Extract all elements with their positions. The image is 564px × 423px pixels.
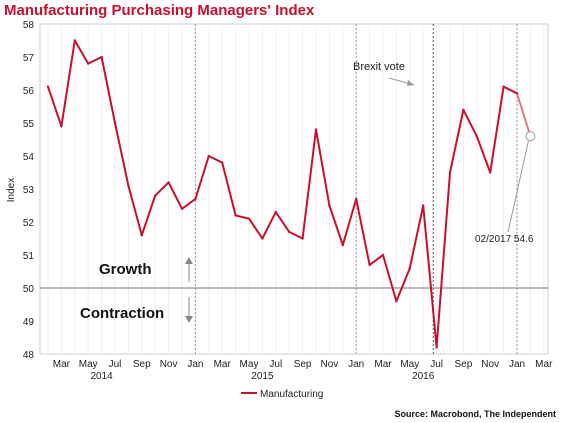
x-tick-label: Jan bbox=[509, 359, 525, 370]
last-point-pointer bbox=[507, 141, 529, 233]
data-point bbox=[261, 237, 264, 240]
data-point bbox=[408, 267, 411, 270]
data-point bbox=[475, 135, 478, 138]
x-tick-label: Jul bbox=[430, 359, 443, 370]
x-axis: Mar May Jul Sep Nov Jan Mar May Jul Sep Nov Jan Mar M… bbox=[53, 359, 553, 382]
y-tick-label: 52 bbox=[23, 218, 35, 229]
data-point bbox=[100, 55, 103, 59]
series-line-manufacturing bbox=[47, 39, 518, 349]
x-year-label: 2016 bbox=[412, 371, 435, 382]
x-tick-label: Mar bbox=[535, 359, 553, 370]
data-point bbox=[221, 161, 224, 164]
brexit-annotation: Brexit vote bbox=[353, 61, 405, 73]
x-tick-label: Nov bbox=[321, 359, 339, 370]
data-point bbox=[113, 121, 117, 125]
y-tick-label: 56 bbox=[23, 86, 35, 97]
data-point bbox=[448, 171, 452, 174]
x-tick-label: Sep bbox=[294, 359, 312, 370]
legend: Manufacturing bbox=[241, 389, 323, 400]
x-tick-label: May bbox=[79, 359, 98, 370]
data-point bbox=[234, 214, 237, 217]
x-tick-label: Sep bbox=[455, 359, 473, 370]
last-point-label: 02/2017 54.6 bbox=[475, 234, 534, 245]
growth-arrow-head bbox=[185, 257, 193, 264]
x-tick-label: May bbox=[400, 359, 419, 370]
growth-annotation: Growth bbox=[99, 261, 152, 278]
data-point bbox=[368, 263, 371, 267]
y-tick-label: 53 bbox=[23, 185, 35, 196]
data-point bbox=[194, 197, 197, 201]
x-tick-label: Mar bbox=[214, 359, 232, 370]
y-tick-label: 51 bbox=[23, 251, 35, 262]
legend-label: Manufacturing bbox=[260, 389, 323, 400]
data-point bbox=[127, 184, 130, 187]
contraction-arrow-head bbox=[185, 316, 193, 323]
annotations: Brexit vote Growth Contraction 02/2017 5… bbox=[80, 61, 536, 323]
data-point bbox=[87, 62, 90, 65]
data-point bbox=[328, 204, 331, 207]
data-point bbox=[46, 85, 50, 88]
x-tick-label: Jan bbox=[187, 359, 203, 370]
data-point bbox=[502, 85, 505, 88]
data-point bbox=[207, 154, 210, 158]
x-tick-label: Nov bbox=[160, 359, 178, 370]
y-tick-label: 50 bbox=[23, 284, 35, 295]
x-tick-label: Jul bbox=[109, 359, 122, 370]
y-axis-label: Index bbox=[6, 178, 17, 202]
data-point bbox=[301, 237, 304, 240]
data-point bbox=[314, 128, 318, 131]
y-tick-label: 57 bbox=[23, 53, 35, 64]
x-tick-label: Mar bbox=[374, 359, 392, 370]
plot-frame bbox=[39, 23, 549, 355]
series-group bbox=[46, 39, 532, 349]
y-axis: 48 49 50 51 52 53 54 55 56 57 58 bbox=[23, 20, 35, 361]
data-point bbox=[167, 181, 170, 184]
x-year-label: 2015 bbox=[251, 371, 274, 382]
brexit-arrow-head bbox=[407, 80, 414, 86]
data-point bbox=[515, 92, 519, 95]
data-point bbox=[60, 125, 63, 128]
data-point bbox=[180, 207, 184, 210]
data-point bbox=[489, 171, 492, 174]
data-point bbox=[341, 243, 344, 247]
y-tick-label: 58 bbox=[23, 20, 35, 31]
data-point bbox=[288, 230, 291, 234]
data-point bbox=[462, 108, 465, 112]
x-tick-label: Sep bbox=[133, 359, 151, 370]
contraction-annotation: Contraction bbox=[80, 305, 164, 322]
data-point bbox=[435, 346, 438, 349]
data-point bbox=[154, 194, 157, 197]
y-tick-label: 54 bbox=[23, 152, 35, 163]
data-point bbox=[73, 39, 77, 42]
source-note: Source: Macrobond, The Independent bbox=[394, 409, 556, 419]
series-line-last-segment bbox=[516, 93, 532, 137]
grid bbox=[47, 24, 545, 354]
data-point bbox=[381, 253, 385, 257]
data-point bbox=[140, 234, 143, 237]
data-point bbox=[355, 197, 358, 201]
y-tick-label: 49 bbox=[23, 317, 35, 328]
x-tick-label: Jul bbox=[269, 359, 282, 370]
data-point bbox=[395, 300, 398, 303]
y-tick-label: 48 bbox=[23, 350, 35, 361]
data-point bbox=[247, 217, 251, 220]
y-tick-label: 55 bbox=[23, 119, 35, 130]
chart-title: Manufacturing Purchasing Managers' Index bbox=[4, 2, 315, 19]
data-point bbox=[422, 204, 425, 207]
x-tick-label: Mar bbox=[53, 359, 71, 370]
x-tick-label: Jan bbox=[348, 359, 364, 370]
x-tick-label: May bbox=[240, 359, 259, 370]
last-point-marker bbox=[525, 131, 536, 142]
x-tick-label: Nov bbox=[481, 359, 499, 370]
data-point bbox=[274, 210, 277, 214]
x-year-label: 2014 bbox=[90, 371, 113, 382]
